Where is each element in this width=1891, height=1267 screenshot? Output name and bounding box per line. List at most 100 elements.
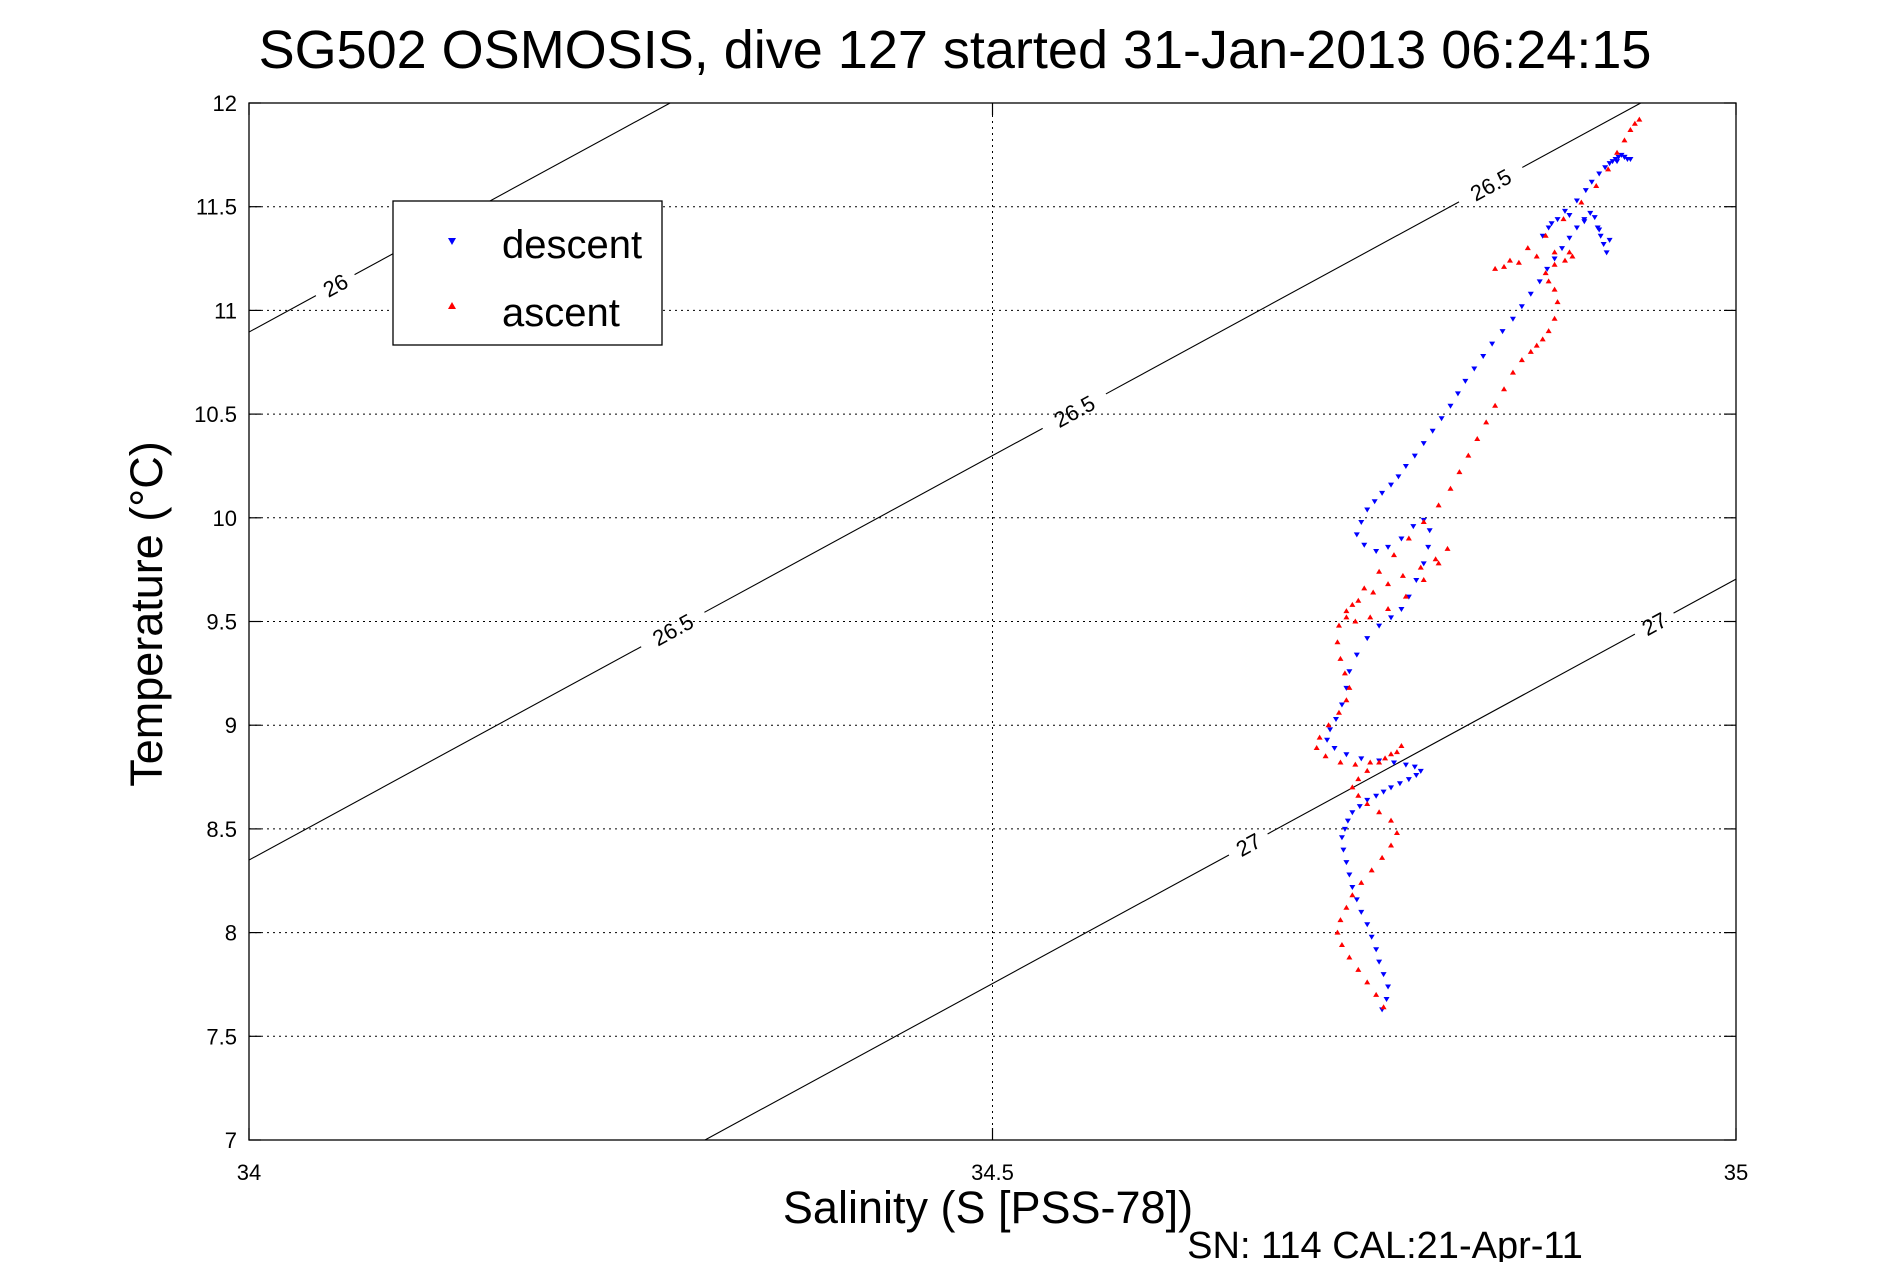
ascent-point	[1539, 336, 1546, 342]
ascent-point	[1393, 830, 1400, 836]
ascent-point	[1405, 535, 1412, 541]
y-tick-label: 10.5	[194, 402, 237, 427]
legend-descent-marker	[448, 238, 456, 245]
descent-point	[1324, 737, 1331, 743]
ascent-point	[1325, 722, 1332, 728]
descent-point	[1373, 548, 1380, 554]
x-tick-label: 34	[237, 1160, 261, 1185]
descent-point	[1364, 922, 1371, 928]
descent-point	[1379, 490, 1386, 496]
ascent-point	[1337, 655, 1344, 661]
ascent-point	[1435, 560, 1442, 566]
descent-point	[1344, 818, 1351, 824]
descent-point	[1410, 524, 1417, 530]
descent-point	[1371, 499, 1378, 505]
x-tick-label: 35	[1724, 1160, 1748, 1185]
ascent-point	[1605, 166, 1612, 172]
data-layer	[1313, 116, 1643, 1013]
ascent-point	[1542, 232, 1549, 238]
descent-point	[1405, 594, 1412, 600]
footer-serial-calibration: SN: 114 CAL:21-Apr-11	[1187, 1225, 1583, 1262]
ascent-point	[1551, 249, 1558, 255]
ascent-point	[1346, 954, 1353, 960]
y-tick-label: 7	[225, 1128, 237, 1153]
x-axis-label: Salinity (S [PSS-78])	[783, 1182, 1193, 1233]
descent-point	[1600, 242, 1607, 248]
descent-point	[1331, 746, 1338, 752]
ascent-point	[1501, 386, 1508, 392]
ascent-point	[1338, 942, 1345, 948]
descent-point	[1327, 727, 1334, 733]
ascent-point	[1569, 253, 1576, 259]
ascent-point	[1367, 759, 1374, 765]
descent-point	[1413, 772, 1420, 778]
descent-point	[1341, 826, 1348, 832]
isopycnal-line	[704, 854, 1230, 1141]
ascent-point	[1627, 126, 1634, 132]
ascent-point	[1631, 120, 1638, 126]
ascent-point	[1636, 116, 1643, 122]
ascent-point	[1355, 597, 1362, 603]
descent-point	[1411, 453, 1418, 459]
isopycnal-line	[1673, 578, 1737, 614]
descent-point	[1618, 152, 1625, 158]
ascent-point	[1393, 749, 1400, 755]
ascent-point	[1364, 801, 1371, 807]
descent-point	[1573, 198, 1580, 204]
ascent-point	[1501, 263, 1508, 269]
descent-point	[1353, 897, 1360, 903]
descent-point	[1417, 768, 1424, 774]
descent-point	[1597, 233, 1604, 239]
ascent-point	[1432, 556, 1439, 562]
descent-point	[1462, 378, 1469, 384]
descent-point	[1385, 544, 1392, 550]
ascent-point	[1385, 581, 1392, 587]
ascent-point	[1533, 342, 1540, 348]
descent-point	[1527, 291, 1534, 297]
descent-point	[1609, 159, 1616, 165]
y-tick-label: 10	[213, 506, 237, 531]
ascent-point	[1358, 879, 1365, 885]
descent-point	[1349, 810, 1356, 816]
descent-point	[1338, 702, 1345, 708]
ascent-point	[1343, 904, 1350, 910]
descent-point	[1396, 781, 1403, 787]
legend-ascent-marker	[448, 302, 456, 309]
legend-descent-label: descent	[502, 223, 642, 267]
ascent-point	[1334, 639, 1341, 645]
ascent-point	[1388, 842, 1395, 848]
descent-point	[1573, 225, 1580, 231]
ascent-point	[1551, 315, 1558, 321]
descent-point	[1559, 246, 1566, 252]
ascent-point	[1551, 261, 1558, 267]
ascent-point	[1524, 245, 1531, 251]
ascent-point	[1398, 742, 1405, 748]
descent-point	[1615, 154, 1622, 160]
ascent-point	[1593, 182, 1600, 188]
y-tick-label: 7.5	[206, 1024, 237, 1049]
ascent-point	[1355, 776, 1362, 782]
descent-point	[1518, 304, 1525, 310]
descent-point	[1413, 578, 1420, 584]
descent-point	[1346, 872, 1353, 878]
ascent-point	[1349, 601, 1356, 607]
descent-point	[1591, 215, 1598, 221]
descent-point	[1596, 171, 1603, 177]
ascent-point	[1322, 753, 1329, 759]
ascent-point	[1313, 745, 1320, 751]
descent-point	[1343, 752, 1350, 758]
descent-point	[1411, 764, 1418, 770]
ascent-point	[1349, 784, 1356, 790]
descent-point	[1602, 165, 1609, 171]
ascent-point	[1355, 966, 1362, 972]
descent-point	[1356, 804, 1363, 810]
ascent-point	[1444, 545, 1451, 551]
descent-point	[1539, 233, 1546, 239]
chart-title: SG502 OSMOSIS, dive 127 started 31-Jan-2…	[259, 20, 1652, 80]
isopycnal-line	[704, 427, 1043, 613]
descent-point	[1364, 797, 1371, 803]
isopycnal-line	[248, 295, 317, 333]
ascent-point	[1352, 761, 1359, 767]
ascent-point	[1352, 618, 1359, 624]
